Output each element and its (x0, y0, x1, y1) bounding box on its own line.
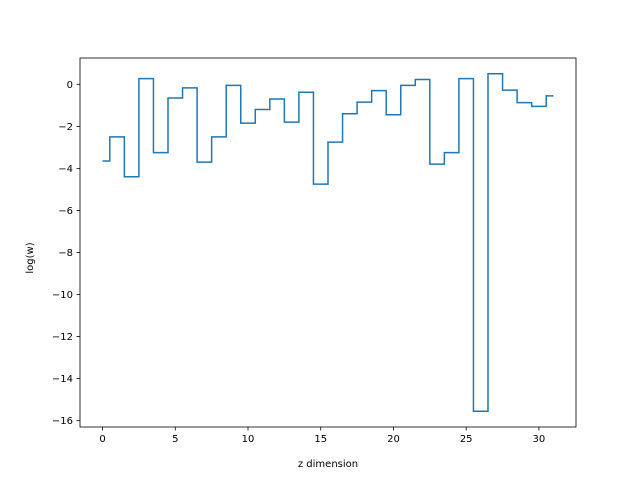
x-tick-label: 20 (387, 434, 400, 445)
y-axis-ticks: 0 −2 −4 −6 −8 −10 −12 −14 −16 (52, 80, 80, 427)
y-tick-label: −8 (58, 248, 73, 259)
x-tick-label: 25 (460, 434, 473, 445)
y-tick-label: −16 (52, 416, 73, 427)
x-axis-ticks: 0 5 10 15 20 25 30 (99, 427, 545, 445)
x-tick-label: 0 (99, 434, 105, 445)
y-tick-label: 0 (67, 80, 73, 91)
x-tick-label: 5 (172, 434, 178, 445)
y-tick-label: −14 (52, 374, 73, 385)
plot-area (79, 57, 577, 428)
y-tick-label: −10 (52, 290, 73, 301)
axes-frame (79, 57, 577, 428)
x-tick-label: 30 (533, 434, 546, 445)
axes-background (80, 58, 576, 427)
x-tick-label: 10 (242, 434, 255, 445)
y-tick-label: −2 (58, 122, 73, 133)
x-axis-label: z dimension (298, 459, 358, 470)
y-tick-label: −6 (58, 206, 73, 217)
x-tick-label: 15 (314, 434, 327, 445)
series-line-0 (102, 73, 554, 412)
y-tick-label: −4 (58, 164, 73, 175)
y-tick-label: −12 (52, 332, 73, 343)
y-axis-label: log(w) (25, 242, 36, 273)
